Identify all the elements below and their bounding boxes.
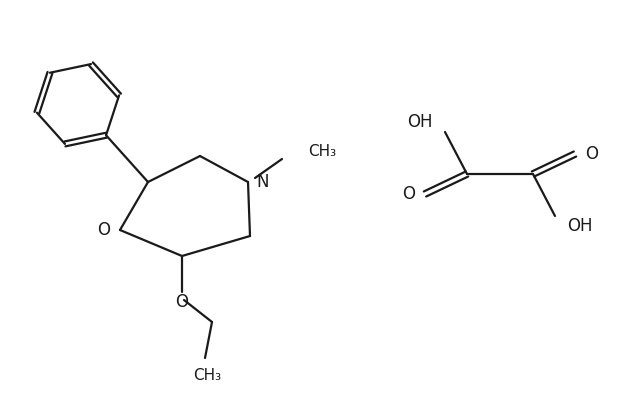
Text: O: O xyxy=(585,145,598,163)
Text: N: N xyxy=(256,173,269,191)
Text: CH₃: CH₃ xyxy=(193,368,221,383)
Text: OH: OH xyxy=(567,217,593,235)
Text: OH: OH xyxy=(408,113,433,131)
Text: O: O xyxy=(97,221,110,239)
Text: CH₃: CH₃ xyxy=(308,145,336,160)
Text: O: O xyxy=(402,185,415,203)
Text: O: O xyxy=(175,293,189,311)
